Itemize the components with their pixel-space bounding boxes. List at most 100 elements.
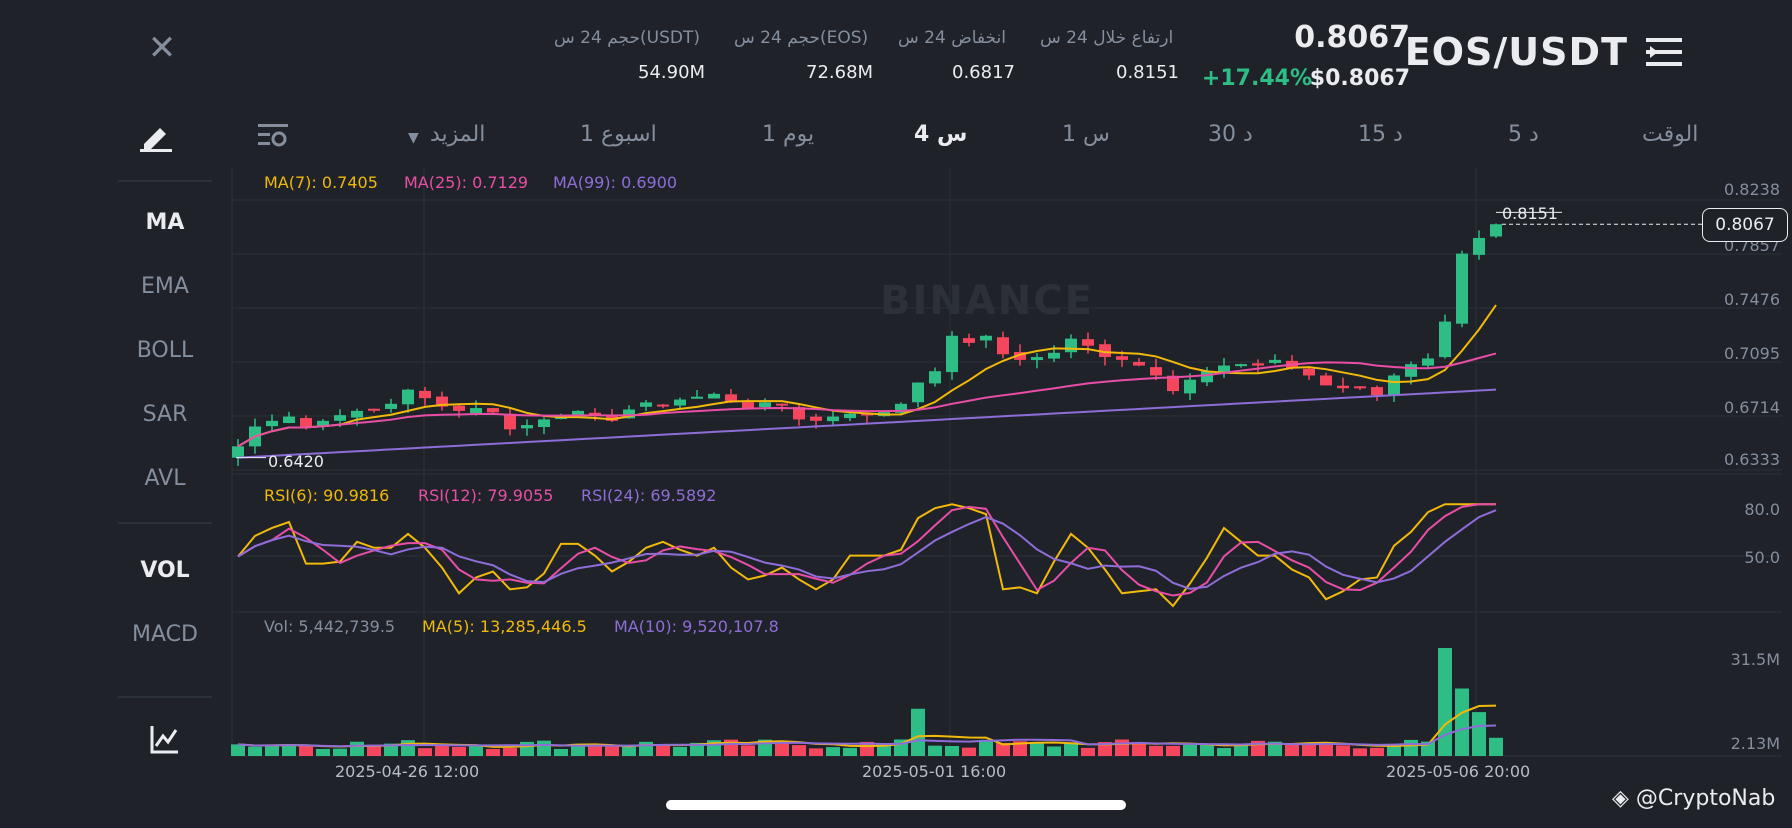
volume-bar	[384, 743, 398, 756]
date-label: 2025-05-01 16:00	[862, 762, 1007, 781]
indicator-ma[interactable]: MA	[145, 210, 185, 235]
ma25-line	[237, 352, 1497, 448]
volume-bar	[350, 741, 364, 756]
volume-bar	[367, 744, 381, 756]
candle-body	[1473, 237, 1485, 255]
candle-body	[1456, 253, 1468, 324]
candle-body	[402, 389, 414, 405]
price-axis-label: 0.6714	[1724, 398, 1780, 417]
volume-bar	[962, 747, 976, 756]
volume-bar	[1387, 745, 1401, 756]
candle-body	[640, 402, 652, 407]
tab-30m[interactable]: 30 د	[1208, 122, 1253, 147]
indicator-vol[interactable]: VOL	[140, 558, 190, 583]
rsi-axis-label: 80.0	[1744, 500, 1780, 519]
indicator-avl[interactable]: AVL	[144, 466, 186, 491]
candle-body	[1184, 379, 1196, 394]
indicator-ema[interactable]: EMA	[141, 274, 189, 299]
volume-bar	[571, 743, 585, 756]
candle-body	[232, 446, 244, 458]
legend-ma25: MA(25): 0.7129	[404, 173, 529, 192]
candle-body	[929, 371, 941, 384]
candle-body	[1065, 338, 1077, 353]
legend-rsi24: RSI(24): 69.5892	[581, 486, 717, 505]
candle-body	[1337, 385, 1349, 389]
candle-body	[419, 390, 431, 399]
candle-body	[963, 338, 975, 343]
candle-body	[827, 416, 839, 422]
last-price: 0.8067	[1294, 20, 1410, 55]
volume-bar	[282, 744, 296, 756]
chart-type-icon[interactable]	[150, 724, 180, 758]
volume-bar	[1013, 741, 1027, 756]
stat-vol-usdt-value: 54.90M	[638, 62, 706, 83]
candle-body	[1201, 371, 1213, 383]
candle-body	[759, 402, 771, 408]
volume-bar	[1030, 742, 1044, 756]
candle-body	[368, 408, 380, 411]
tab-5m[interactable]: 5 د	[1508, 122, 1539, 147]
volume-bar	[1489, 737, 1503, 756]
volume-bar	[333, 748, 347, 756]
candle-body	[351, 410, 363, 418]
candle-body	[861, 413, 873, 416]
price-axis-label: 0.7095	[1724, 344, 1780, 363]
volume-bar	[503, 747, 517, 756]
tab-1d[interactable]: 1 يوم	[762, 122, 815, 147]
volume-bar	[945, 746, 959, 756]
volume-bar	[1319, 743, 1333, 756]
volume-bar	[1149, 745, 1163, 756]
legend-ma7: MA(7): 0.7405	[264, 173, 378, 192]
candle-body	[1150, 367, 1162, 376]
volume-bar	[911, 708, 925, 756]
indicator-macd[interactable]: MACD	[132, 622, 198, 647]
diamond-logo-icon: ◈	[1612, 786, 1629, 811]
tab-1h[interactable]: 1 س	[1062, 122, 1110, 147]
candle-body	[572, 410, 584, 416]
candle-body	[1235, 364, 1247, 367]
volume-bar	[1438, 648, 1452, 756]
candle-body	[470, 408, 482, 414]
indicator-sar[interactable]: SAR	[142, 402, 188, 427]
stat-high-value: 0.8151	[1116, 62, 1179, 83]
volume-bar	[1132, 743, 1146, 756]
tab-1w[interactable]: 1 اسبوع	[580, 122, 657, 147]
candle-body	[725, 394, 737, 403]
volume-bar	[1455, 688, 1469, 756]
volume-bar	[656, 744, 670, 756]
candle-body	[1116, 356, 1128, 360]
candle-body	[1167, 375, 1179, 392]
volume-bar	[741, 745, 755, 756]
candle-body	[334, 415, 346, 421]
stat-vol-eos-label: حجم 24 س(EOS)	[734, 28, 869, 48]
indicator-boll[interactable]: BOLL	[136, 338, 194, 363]
menu-icon[interactable]	[1646, 36, 1682, 72]
legend-rsi6: RSI(6): 90.9816	[264, 486, 390, 505]
candle-body	[504, 413, 516, 430]
tab-15m[interactable]: 15 د	[1358, 122, 1403, 147]
volume-bar	[979, 739, 993, 756]
candle-body	[1371, 387, 1383, 396]
price-axis-label: 0.6333	[1724, 450, 1780, 469]
candle-body	[1133, 361, 1145, 366]
draw-tool-icon[interactable]	[140, 122, 172, 156]
pair-title[interactable]: EOS/USDT	[1404, 30, 1628, 74]
candle-body	[1388, 375, 1400, 396]
candle-body	[657, 404, 669, 407]
candle-body	[1269, 359, 1281, 363]
chart-settings-icon[interactable]	[258, 122, 288, 152]
candle-body	[453, 405, 465, 411]
ma99-line	[237, 388, 1497, 459]
tab-4h[interactable]: 4 س	[914, 122, 968, 147]
candle-body	[521, 425, 533, 429]
volume-bar	[843, 747, 857, 756]
tab-more[interactable]: المزيد	[430, 122, 486, 147]
stat-low-label: انخفاض 24 س	[898, 28, 1006, 48]
date-label: 2025-05-06 20:00	[1386, 762, 1531, 781]
volume-bar	[809, 748, 823, 756]
candle-body	[810, 416, 822, 421]
candle-body	[538, 419, 550, 428]
close-button[interactable]: ✕	[147, 28, 177, 68]
tab-time[interactable]: الوقت	[1642, 122, 1699, 147]
